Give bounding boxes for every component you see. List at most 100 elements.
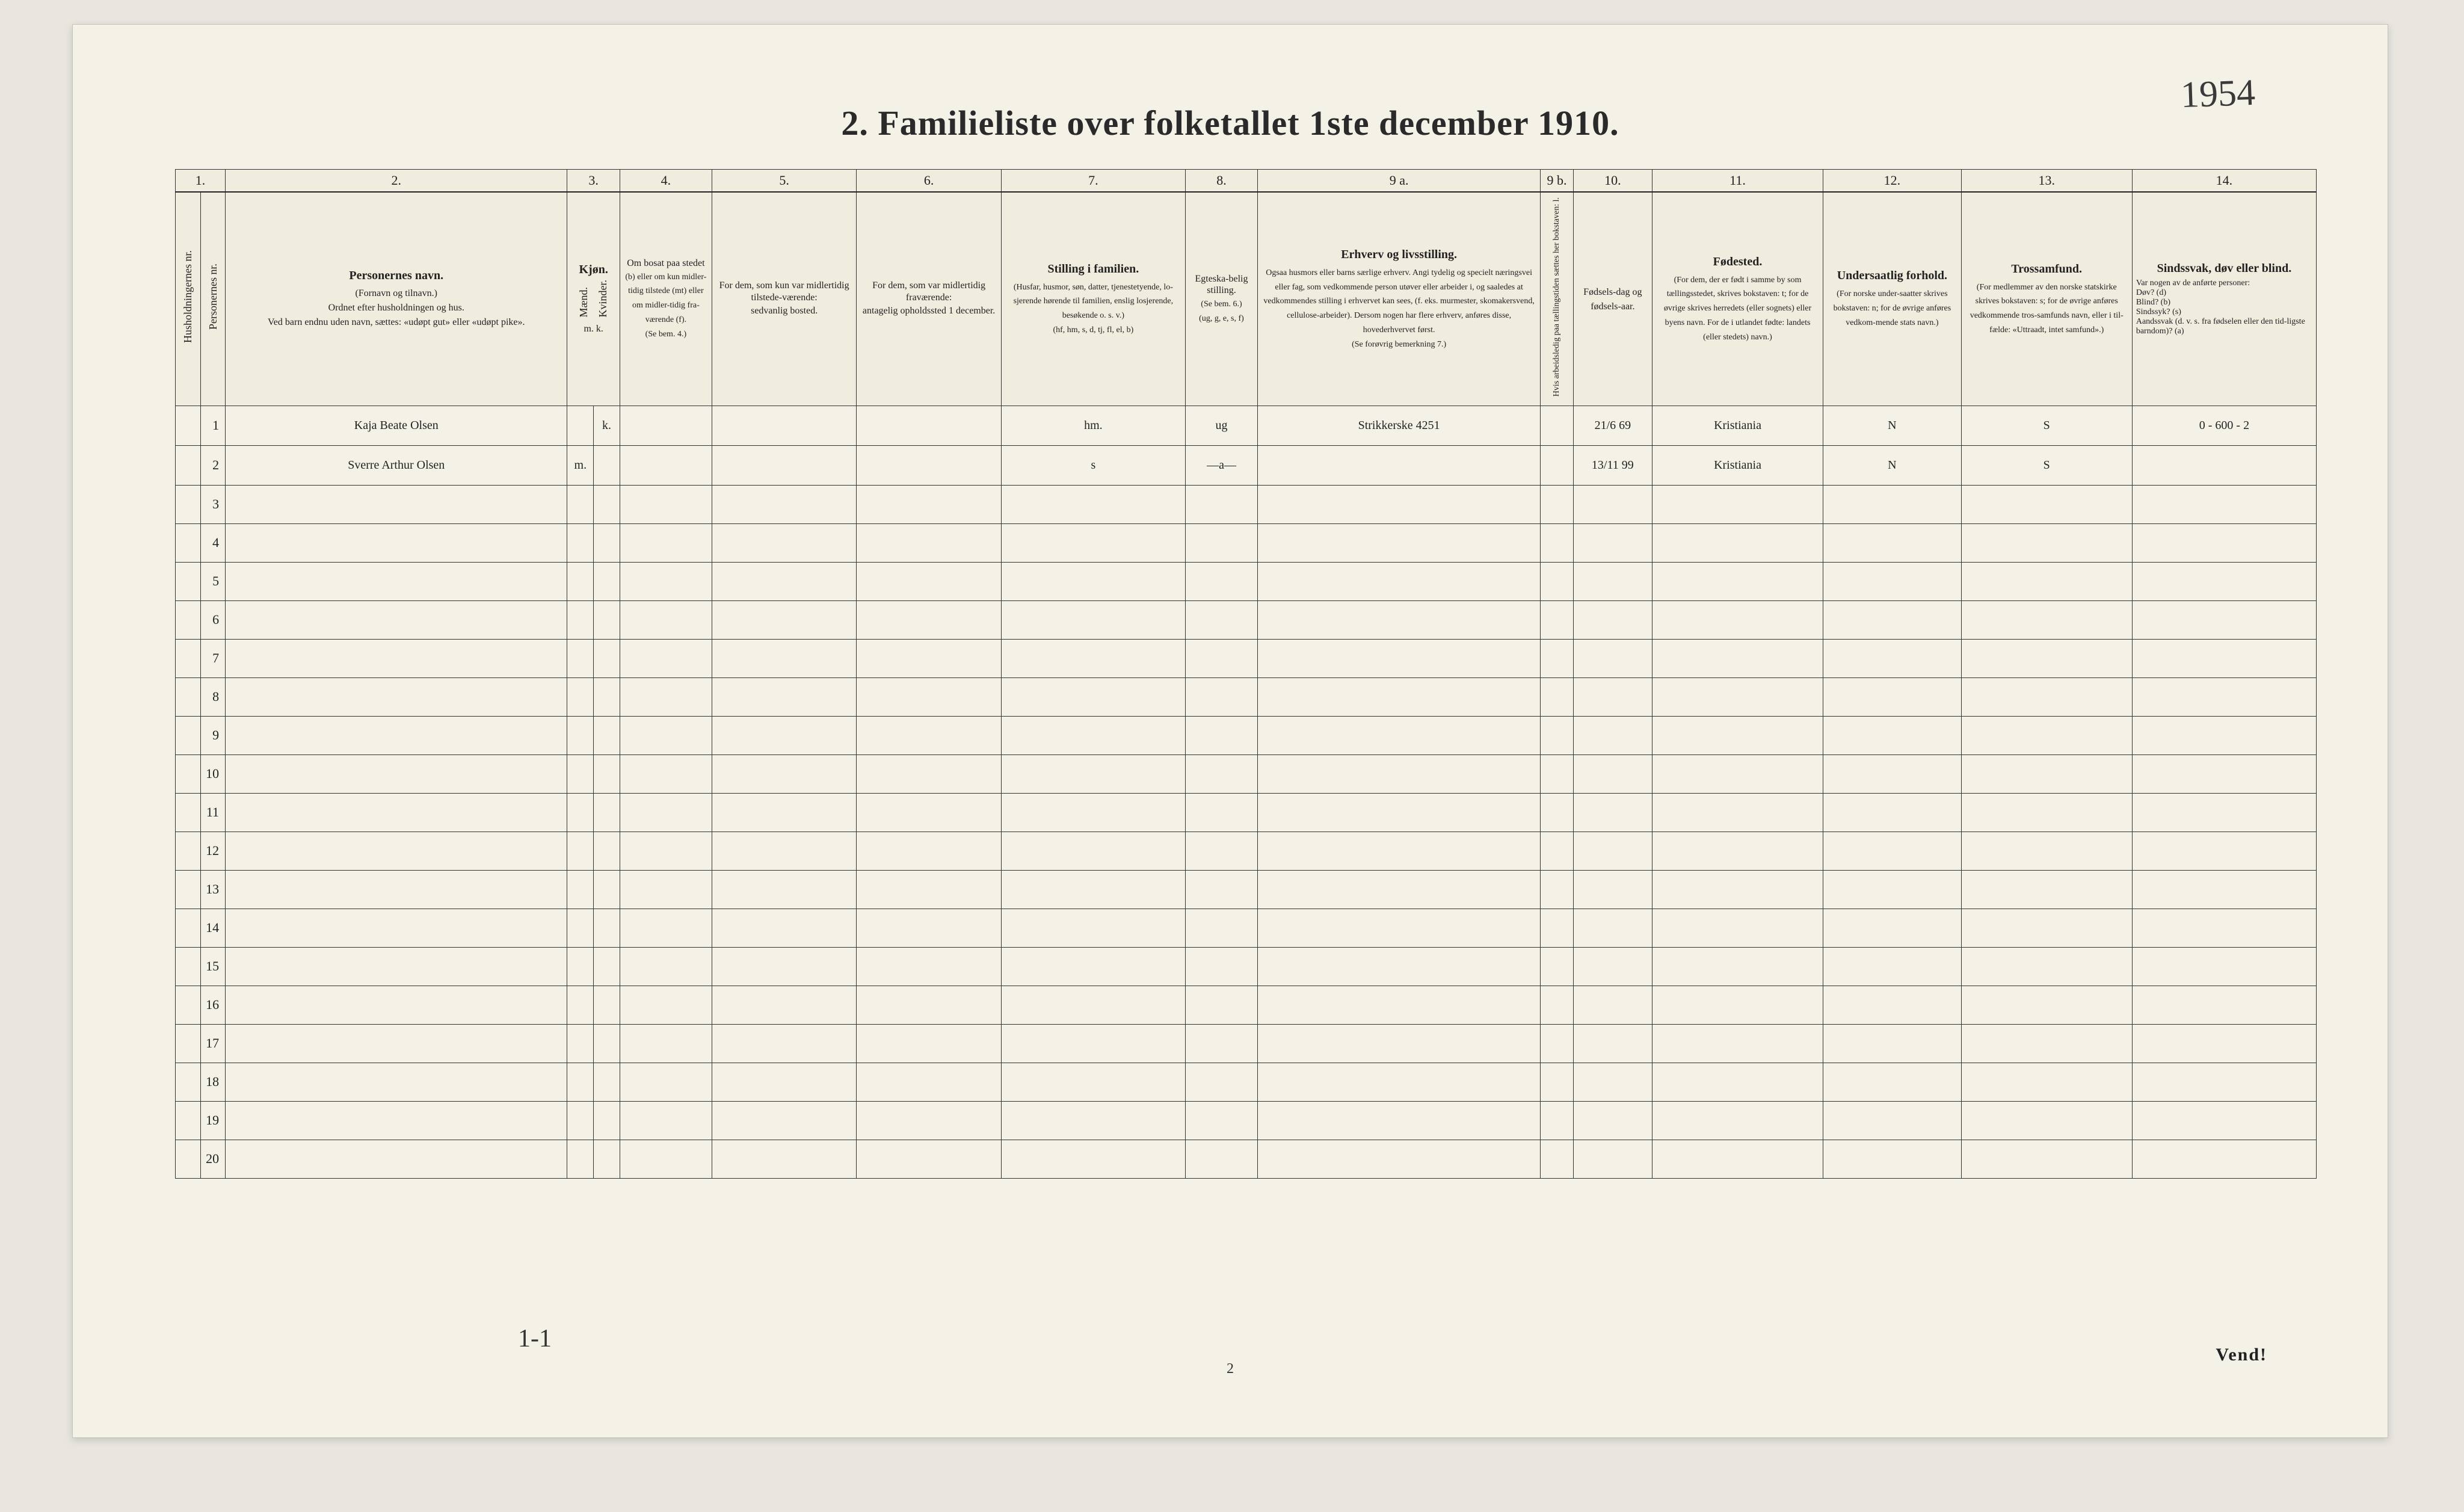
cell-empty (712, 562, 856, 600)
page-number: 2 (73, 1361, 2388, 1377)
cell-sex-k: k. (594, 406, 620, 445)
cell-empty (594, 793, 620, 832)
cell-empty (1258, 754, 1541, 793)
cell-sin: 0 - 600 - 2 (2132, 406, 2316, 445)
cell-empty (1185, 600, 1257, 639)
cell-empty (567, 832, 594, 870)
cell-empty (1185, 909, 1257, 947)
cell-hh (176, 406, 201, 445)
cell-empty (594, 1101, 620, 1140)
colnum-9b: 9 b. (1541, 170, 1574, 192)
cell-empty (594, 947, 620, 986)
cell-empty (1961, 754, 2132, 793)
cell-hh (176, 445, 201, 485)
cell-empty (1961, 523, 2132, 562)
cell-empty (857, 986, 1001, 1024)
cell-empty (176, 716, 201, 754)
cell-mt (712, 406, 856, 445)
cell-empty (1185, 793, 1257, 832)
hdr-egteskab: Egteska-belig stilling. (Se bem. 6.) (ug… (1185, 192, 1257, 406)
table-row: 5 (176, 562, 2317, 600)
cell-fs: Kristiania (1652, 406, 1823, 445)
hdr-person-nr: Personernes nr. (200, 192, 226, 406)
cell-empty (1961, 677, 2132, 716)
cell-empty (594, 754, 620, 793)
table-row: 18 (176, 1063, 2317, 1101)
cell-empty (226, 716, 567, 754)
cell-empty (712, 986, 856, 1024)
cell-rownum: 16 (200, 986, 226, 1024)
cell-empty (594, 639, 620, 677)
cell-empty (1001, 947, 1185, 986)
cell-empty (1961, 870, 2132, 909)
cell-empty (226, 677, 567, 716)
cell-empty (594, 600, 620, 639)
cell-empty (1258, 793, 1541, 832)
cell-empty (2132, 1140, 2316, 1178)
cell-rownum: 17 (200, 1024, 226, 1063)
cell-empty (1652, 909, 1823, 947)
cell-empty (594, 909, 620, 947)
header-row: Husholdningernes nr. Personernes nr. Per… (176, 192, 2317, 406)
cell-empty (1573, 1101, 1652, 1140)
cell-empty (1961, 947, 2132, 986)
cell-empty (712, 832, 856, 870)
cell-empty (1573, 600, 1652, 639)
colnum-2: 2. (226, 170, 567, 192)
cell-empty (226, 523, 567, 562)
cell-empty (857, 1101, 1001, 1140)
cell-empty (712, 870, 856, 909)
cell-empty (712, 716, 856, 754)
cell-empty (1823, 1063, 1962, 1101)
cell-empty (1573, 870, 1652, 909)
cell-name: Sverre Arthur Olsen (226, 445, 567, 485)
cell-stf: s (1001, 445, 1185, 485)
table-row: 12 (176, 832, 2317, 870)
cell-empty (1823, 1140, 1962, 1178)
cell-empty (712, 677, 856, 716)
cell-empty (567, 485, 594, 523)
cell-empty (1823, 600, 1962, 639)
cell-empty (1541, 1140, 1574, 1178)
cell-empty (712, 639, 856, 677)
cell-empty (857, 639, 1001, 677)
cell-empty (567, 600, 594, 639)
cell-empty (620, 716, 712, 754)
cell-empty (1541, 832, 1574, 870)
cell-empty (1258, 832, 1541, 870)
cell-empty (1541, 716, 1574, 754)
cell-empty (1961, 986, 2132, 1024)
cell-empty (176, 986, 201, 1024)
hdr-stilling-familien: Stilling i familien. (Husfar, husmor, sø… (1001, 192, 1185, 406)
cell-rownum: 9 (200, 716, 226, 754)
table-row: 3 (176, 485, 2317, 523)
cell-empty (1001, 485, 1185, 523)
cell-empty (1573, 523, 1652, 562)
cell-9b (1541, 445, 1574, 485)
hdr-erhverv: Erhverv og livsstilling. Ogsaa husmors e… (1258, 192, 1541, 406)
cell-empty (2132, 754, 2316, 793)
cell-empty (857, 793, 1001, 832)
cell-empty (1652, 677, 1823, 716)
cell-empty (1258, 523, 1541, 562)
cell-empty (1823, 639, 1962, 677)
cell-empty (1258, 677, 1541, 716)
cell-sin (2132, 445, 2316, 485)
cell-empty (1185, 716, 1257, 754)
cell-empty (567, 639, 594, 677)
table-row: 6 (176, 600, 2317, 639)
cell-empty (1573, 986, 1652, 1024)
cell-empty (1652, 716, 1823, 754)
colnum-14: 14. (2132, 170, 2316, 192)
cell-sex-m: m. (567, 445, 594, 485)
cell-empty (1001, 793, 1185, 832)
cell-empty (1961, 1024, 2132, 1063)
cell-empty (226, 639, 567, 677)
cell-empty (226, 947, 567, 986)
cell-rownum: 2 (200, 445, 226, 485)
cell-empty (1258, 909, 1541, 947)
cell-empty (620, 1063, 712, 1101)
cell-empty (620, 600, 712, 639)
cell-empty (176, 947, 201, 986)
cell-empty (1573, 909, 1652, 947)
